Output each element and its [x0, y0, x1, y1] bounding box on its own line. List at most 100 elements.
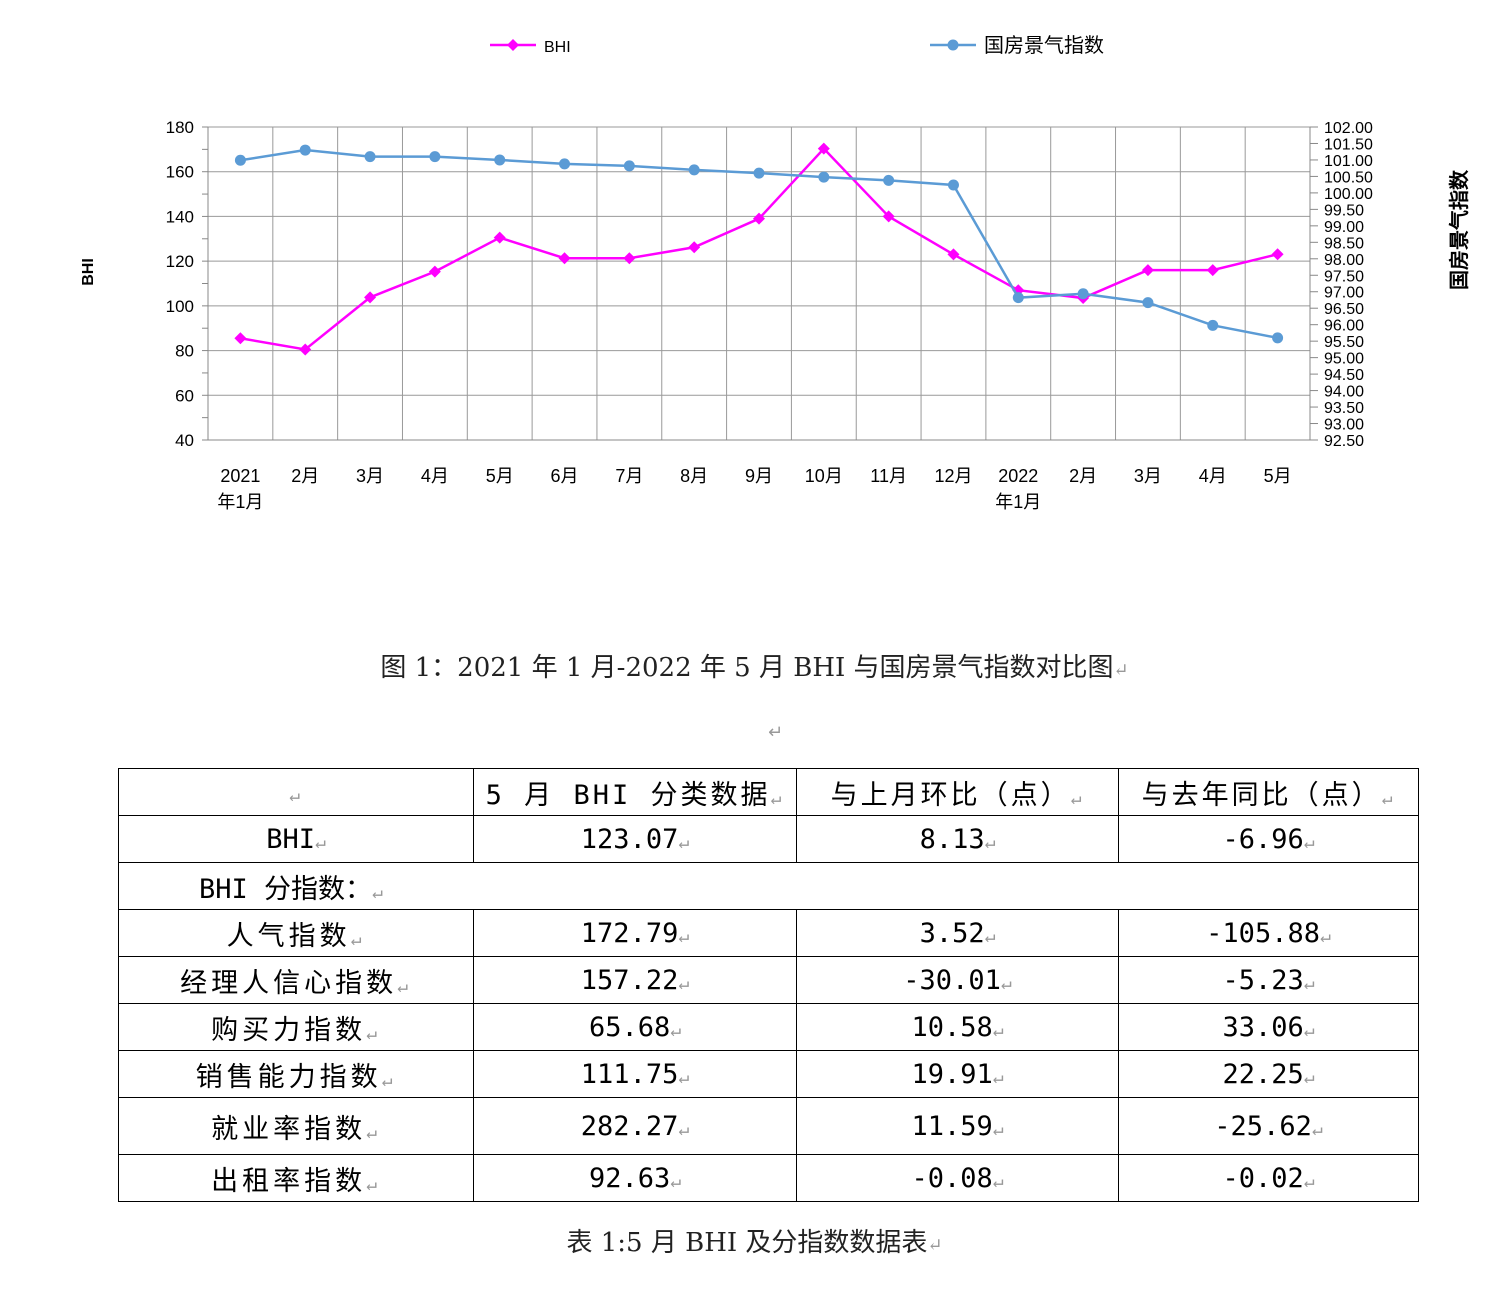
table-cell: -6.96↵: [1118, 815, 1419, 863]
left-axis-tick-label: 120: [166, 252, 194, 271]
housing-index-data-point: [688, 164, 700, 176]
table-subheading-row: BHI 分指数：↵: [118, 862, 1419, 910]
right-axis-tick-label: 98.50: [1324, 235, 1364, 252]
housing-index-data-point: [1012, 292, 1024, 304]
bhi-data-point: [1141, 264, 1154, 277]
table-cell: 92.63↵: [473, 1154, 797, 1202]
table-cell: 10.58↵: [796, 1003, 1119, 1051]
bhi-data-point: [234, 332, 247, 345]
table-row: 就业率指数↵ 282.27↵ 11.59↵ -25.62↵: [118, 1097, 1419, 1155]
row-label: 出租率指数↵: [118, 1154, 474, 1202]
row-label: 就业率指数↵: [118, 1097, 474, 1155]
bhi-data-point: [688, 241, 701, 254]
housing-index-data-point: [1207, 319, 1219, 331]
x-axis-tick-label: 2021: [220, 466, 260, 486]
bhi-data-table: ↵ 5 月 BHI 分类数据↵ 与上月环比（点）↵ 与去年同比（点）↵ BHI↵…: [118, 768, 1419, 1202]
left-axis-tick-label: 100: [166, 297, 194, 316]
paragraph-mark: ↵: [927, 1235, 943, 1256]
bhi-data-point: [364, 291, 377, 304]
table-cell: 123.07↵: [473, 815, 797, 863]
housing-index-data-point: [1142, 297, 1154, 309]
table-cell: 11.59↵: [796, 1097, 1119, 1155]
left-axis-title: BHI: [80, 258, 97, 286]
x-axis-tick-label: 2022: [998, 466, 1038, 486]
table-cell: 282.27↵: [473, 1097, 797, 1155]
bhi-data-point: [1206, 264, 1219, 277]
x-axis-tick-label: 4月: [1199, 466, 1227, 486]
x-axis-tick-label: 6月: [551, 466, 579, 486]
table-row: 出租率指数↵ 92.63↵ -0.08↵ -0.02↵: [118, 1154, 1419, 1202]
legend-marker: [947, 39, 959, 51]
housing-index-data-point: [753, 167, 765, 179]
x-axis-tick-label: 7月: [615, 466, 643, 486]
right-axis-tick-label: 96.50: [1324, 301, 1364, 318]
bhi-data-point: [428, 265, 441, 278]
x-axis-tick-label: 2月: [1069, 466, 1097, 486]
left-axis-tick-label: 60: [175, 386, 194, 405]
row-label: BHI↵: [118, 815, 474, 863]
table-cell: -30.01↵: [796, 956, 1119, 1004]
left-axis-tick-label: 40: [175, 431, 194, 450]
table-caption: 表 1:5 月 BHI 及分指数数据表↵: [0, 1222, 1509, 1259]
x-axis-tick-label: 12月: [934, 466, 972, 486]
row-label: 人气指数↵: [118, 909, 474, 957]
right-axis-tick-label: 97.50: [1324, 268, 1364, 285]
right-axis-tick-label: 102.00: [1324, 120, 1373, 137]
right-axis-tick-label: 100.00: [1324, 186, 1373, 203]
x-axis-tick-label: 3月: [1134, 466, 1162, 486]
table-cell: 157.22↵: [473, 956, 797, 1004]
series-line-bhi: [240, 146, 1278, 351]
table-cell: 19.91↵: [796, 1050, 1119, 1098]
right-axis-tick-label: 95.00: [1324, 351, 1364, 368]
subheading-cell: BHI 分指数：↵: [118, 862, 1419, 910]
housing-index-data-point: [883, 174, 895, 186]
right-axis-title: 国房景气指数: [1447, 169, 1471, 290]
right-axis-tick-label: 96.00: [1324, 318, 1364, 335]
housing-index-data-point: [559, 158, 571, 170]
bhi-vs-national-housing-index-chart: 40 60 80 100 120 140 160 180 92.5093.0093.5094.0…: [80, 34, 1471, 512]
legend-label: 国房景气指数: [984, 34, 1104, 57]
bhi-data-point: [947, 248, 960, 261]
table-row: 购买力指数↵ 65.68↵ 10.58↵ 33.06↵: [118, 1003, 1419, 1051]
bhi-data-point: [623, 252, 636, 265]
right-axis-tick-label: 94.00: [1324, 384, 1364, 401]
header-cell: ↵: [118, 768, 474, 816]
table-cell: -5.23↵: [1118, 956, 1419, 1004]
header-cell: 与去年同比（点）↵: [1118, 768, 1419, 816]
x-axis-tick-label: 10月: [805, 466, 843, 486]
x-axis-tick-label: 8月: [680, 466, 708, 486]
table-cell: 65.68↵: [473, 1003, 797, 1051]
right-axis-tick-label: 98.00: [1324, 252, 1364, 269]
figure-caption-text: 图 1：2021 年 1 月-2022 年 5 月 BHI 与国房景气指数对比图: [380, 653, 1114, 683]
table-row: 销售能力指数↵ 111.75↵ 19.91↵ 22.25↵: [118, 1050, 1419, 1098]
x-axis-tick-label: 11月: [870, 466, 907, 486]
left-axis-tick-label: 160: [166, 163, 194, 182]
table-row: 经理人信心指数↵ 157.22↵ -30.01↵ -5.23↵: [118, 956, 1419, 1004]
row-label: 销售能力指数↵: [118, 1050, 474, 1098]
table-caption-text: 表 1:5 月 BHI 及分指数数据表: [566, 1228, 928, 1258]
x-axis-tick-label: 4月: [421, 466, 449, 486]
table-cell: 33.06↵: [1118, 1003, 1419, 1051]
table-cell: 3.52↵: [796, 909, 1119, 957]
row-label: 经理人信心指数↵: [118, 956, 474, 1004]
right-axis-tick-label: 99.50: [1324, 202, 1364, 219]
housing-index-data-point: [1077, 288, 1089, 300]
bhi-data-point: [753, 212, 765, 225]
empty-paragraph-mark: ↵: [768, 722, 784, 743]
x-axis-tick-label: 年1月: [995, 492, 1041, 512]
table-cell: -105.88↵: [1118, 909, 1419, 957]
housing-index-data-point: [234, 154, 246, 166]
paragraph-mark: ↵: [1113, 660, 1129, 681]
housing-index-data-point: [623, 160, 635, 172]
bhi-data-point: [558, 252, 571, 265]
right-axis-tick-label: 100.50: [1324, 169, 1373, 186]
table-cell: 172.79↵: [473, 909, 797, 957]
header-cell: 与上月环比（点）↵: [796, 768, 1119, 816]
table-cell: -0.02↵: [1118, 1154, 1419, 1202]
housing-index-data-point: [947, 179, 959, 191]
table-header-row: ↵ 5 月 BHI 分类数据↵ 与上月环比（点）↵ 与去年同比（点）↵: [118, 768, 1419, 816]
bhi-data-point: [817, 142, 830, 155]
x-axis-tick-label: 5月: [486, 466, 514, 486]
x-axis-tick-label: 2月: [291, 466, 319, 486]
right-axis-tick-label: 101.50: [1324, 136, 1373, 153]
